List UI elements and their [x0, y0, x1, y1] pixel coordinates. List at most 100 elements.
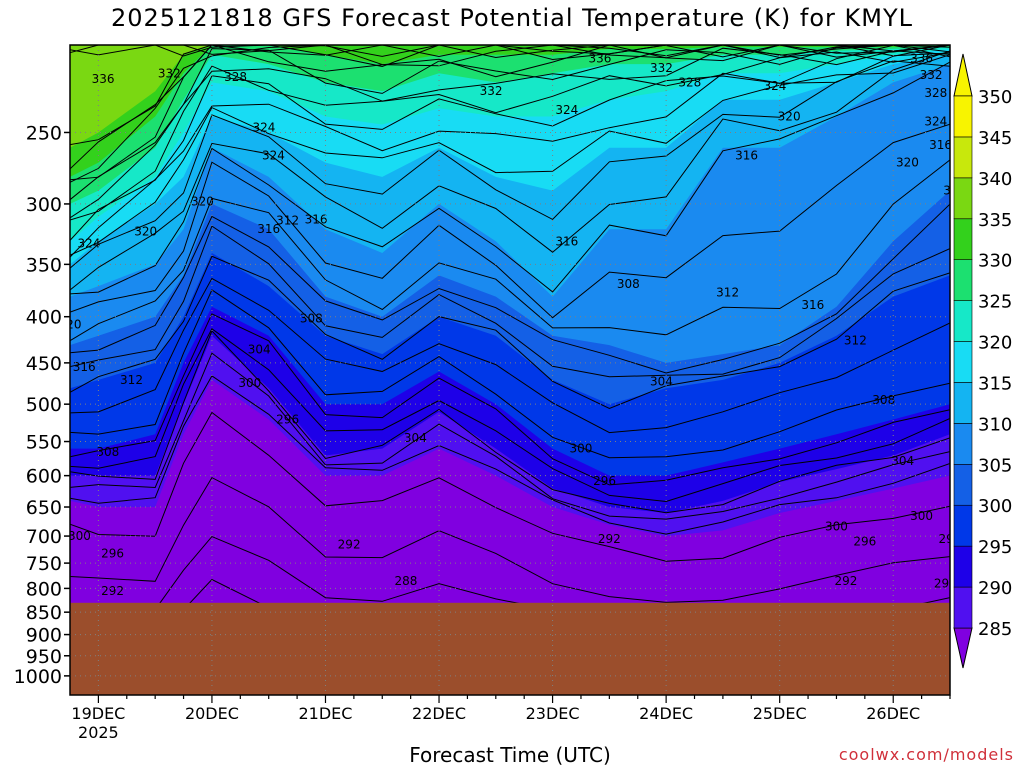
contour-label: 312	[943, 184, 966, 198]
contour-306	[70, 289, 950, 459]
x-tick-label: 25DEC	[753, 704, 807, 723]
colorbar-label: 300	[978, 496, 1012, 517]
contour-label: 300	[68, 529, 91, 543]
y-tick-label: 500	[26, 394, 62, 416]
contour-label: 312	[716, 285, 739, 299]
y-axis: 2503003504004505005506006507007508008509…	[14, 122, 70, 688]
contour-label: 316	[735, 148, 758, 162]
contour-label: 316	[257, 222, 280, 236]
y-tick-label: 250	[26, 122, 62, 144]
contour-label: 308	[96, 445, 119, 459]
contour-308	[70, 277, 950, 434]
contour-label: 320	[778, 109, 801, 123]
y-tick-label: 850	[26, 602, 62, 624]
colorbar-swatch	[953, 259, 973, 301]
x-axis-label: Forecast Time (UTC)	[409, 743, 611, 767]
contour-292	[70, 476, 950, 603]
y-tick-label: 300	[26, 194, 62, 216]
contour-label: 316	[801, 298, 824, 312]
y-tick-label: 750	[26, 553, 62, 575]
x-tick-label: 26DEC	[866, 704, 920, 723]
contour-label: 336	[910, 51, 933, 65]
contour-294	[70, 411, 950, 562]
contour-302	[70, 328, 950, 503]
y-tick-label: 800	[26, 578, 62, 600]
x-tick-label: 24DEC	[639, 704, 693, 723]
y-tick-label: 1000	[14, 666, 62, 688]
colorbar-label: 325	[978, 292, 1012, 313]
y-tick-label: 900	[26, 625, 62, 647]
contour-label: 324	[262, 148, 285, 162]
plot-frame	[69, 44, 951, 696]
contour-label: 296	[939, 532, 962, 546]
x-year-label: 2025	[78, 723, 119, 742]
contour-label: 304	[404, 431, 427, 445]
colorbar-label: 315	[978, 373, 1012, 394]
y-tick-label: 450	[26, 353, 62, 375]
colorbar-label: 350	[978, 87, 1012, 108]
contour-label: 316	[73, 360, 96, 374]
contour-label: 324	[77, 237, 100, 251]
contour-label: 308	[617, 277, 640, 291]
contour-label: 328	[678, 75, 701, 89]
y-tick-label: 950	[26, 646, 62, 668]
contour-label: 328	[924, 86, 947, 100]
contour-label: 300	[238, 376, 261, 390]
contour-label: 304	[650, 375, 673, 389]
colorbar-swatch	[953, 300, 973, 342]
contour-label: 320	[191, 194, 214, 208]
contour-label: 316	[929, 138, 952, 152]
colorbar: 285 290 295 300 305 310 315 320 325 330 335 340 345 3…	[953, 53, 1012, 669]
colorbar-swatch	[953, 95, 973, 138]
contour-label: 320	[134, 225, 157, 239]
contour-296	[70, 375, 950, 535]
contour-320	[70, 61, 950, 295]
contour-342	[70, 45, 950, 170]
band-345	[70, 45, 950, 148]
contour-312	[70, 225, 950, 378]
contour-label: 320	[896, 156, 919, 170]
contour-338	[70, 45, 950, 181]
colorbar-swatch	[953, 382, 973, 424]
credit-link[interactable]: coolwx.com/models	[838, 745, 1014, 764]
contour-label: 296	[101, 547, 124, 561]
contour-310	[70, 255, 950, 410]
colorbar-label: 320	[978, 333, 1012, 354]
contour-label: 308	[872, 393, 895, 407]
contour-324	[70, 60, 950, 269]
contour-label: 332	[650, 61, 673, 75]
y-tick-label: 400	[26, 307, 62, 329]
colorbar-swatch	[953, 504, 973, 547]
contour-346	[70, 45, 950, 58]
contour-label: 324	[555, 103, 578, 117]
contour-330	[70, 45, 950, 241]
contour-label: 320	[59, 317, 82, 331]
colorbar-swatch	[953, 136, 973, 179]
contour-340	[70, 45, 950, 183]
grid-lines	[70, 45, 950, 695]
contour-300	[70, 329, 950, 514]
contour-label: 316	[555, 234, 578, 248]
y-tick-label: 600	[26, 466, 62, 488]
y-tick-label: 650	[26, 497, 62, 519]
contour-label: 292	[101, 584, 124, 598]
contour-298	[70, 352, 950, 520]
colorbar-label: 290	[978, 578, 1012, 599]
contour-label: 336	[92, 72, 115, 86]
contour-label: 292	[934, 576, 957, 590]
contour-label: 308	[300, 312, 323, 326]
chart-title: 2025121818 GFS Forecast Potential Temper…	[111, 4, 913, 32]
contour-label: 312	[844, 333, 867, 347]
contour-label: 288	[394, 574, 417, 588]
contour-label: 292	[834, 574, 857, 588]
colorbar-label: 335	[978, 210, 1012, 231]
contour-label: 296	[593, 474, 616, 488]
x-tick-label: 21DEC	[298, 704, 352, 723]
contour-label: 336	[588, 51, 611, 65]
contour-label: 316	[305, 212, 328, 226]
y-tick-label: 700	[26, 526, 62, 548]
contour-332	[70, 51, 950, 221]
contour-label: 324	[924, 114, 947, 128]
y-tick-label: 550	[26, 432, 62, 454]
contour-318	[70, 123, 950, 319]
